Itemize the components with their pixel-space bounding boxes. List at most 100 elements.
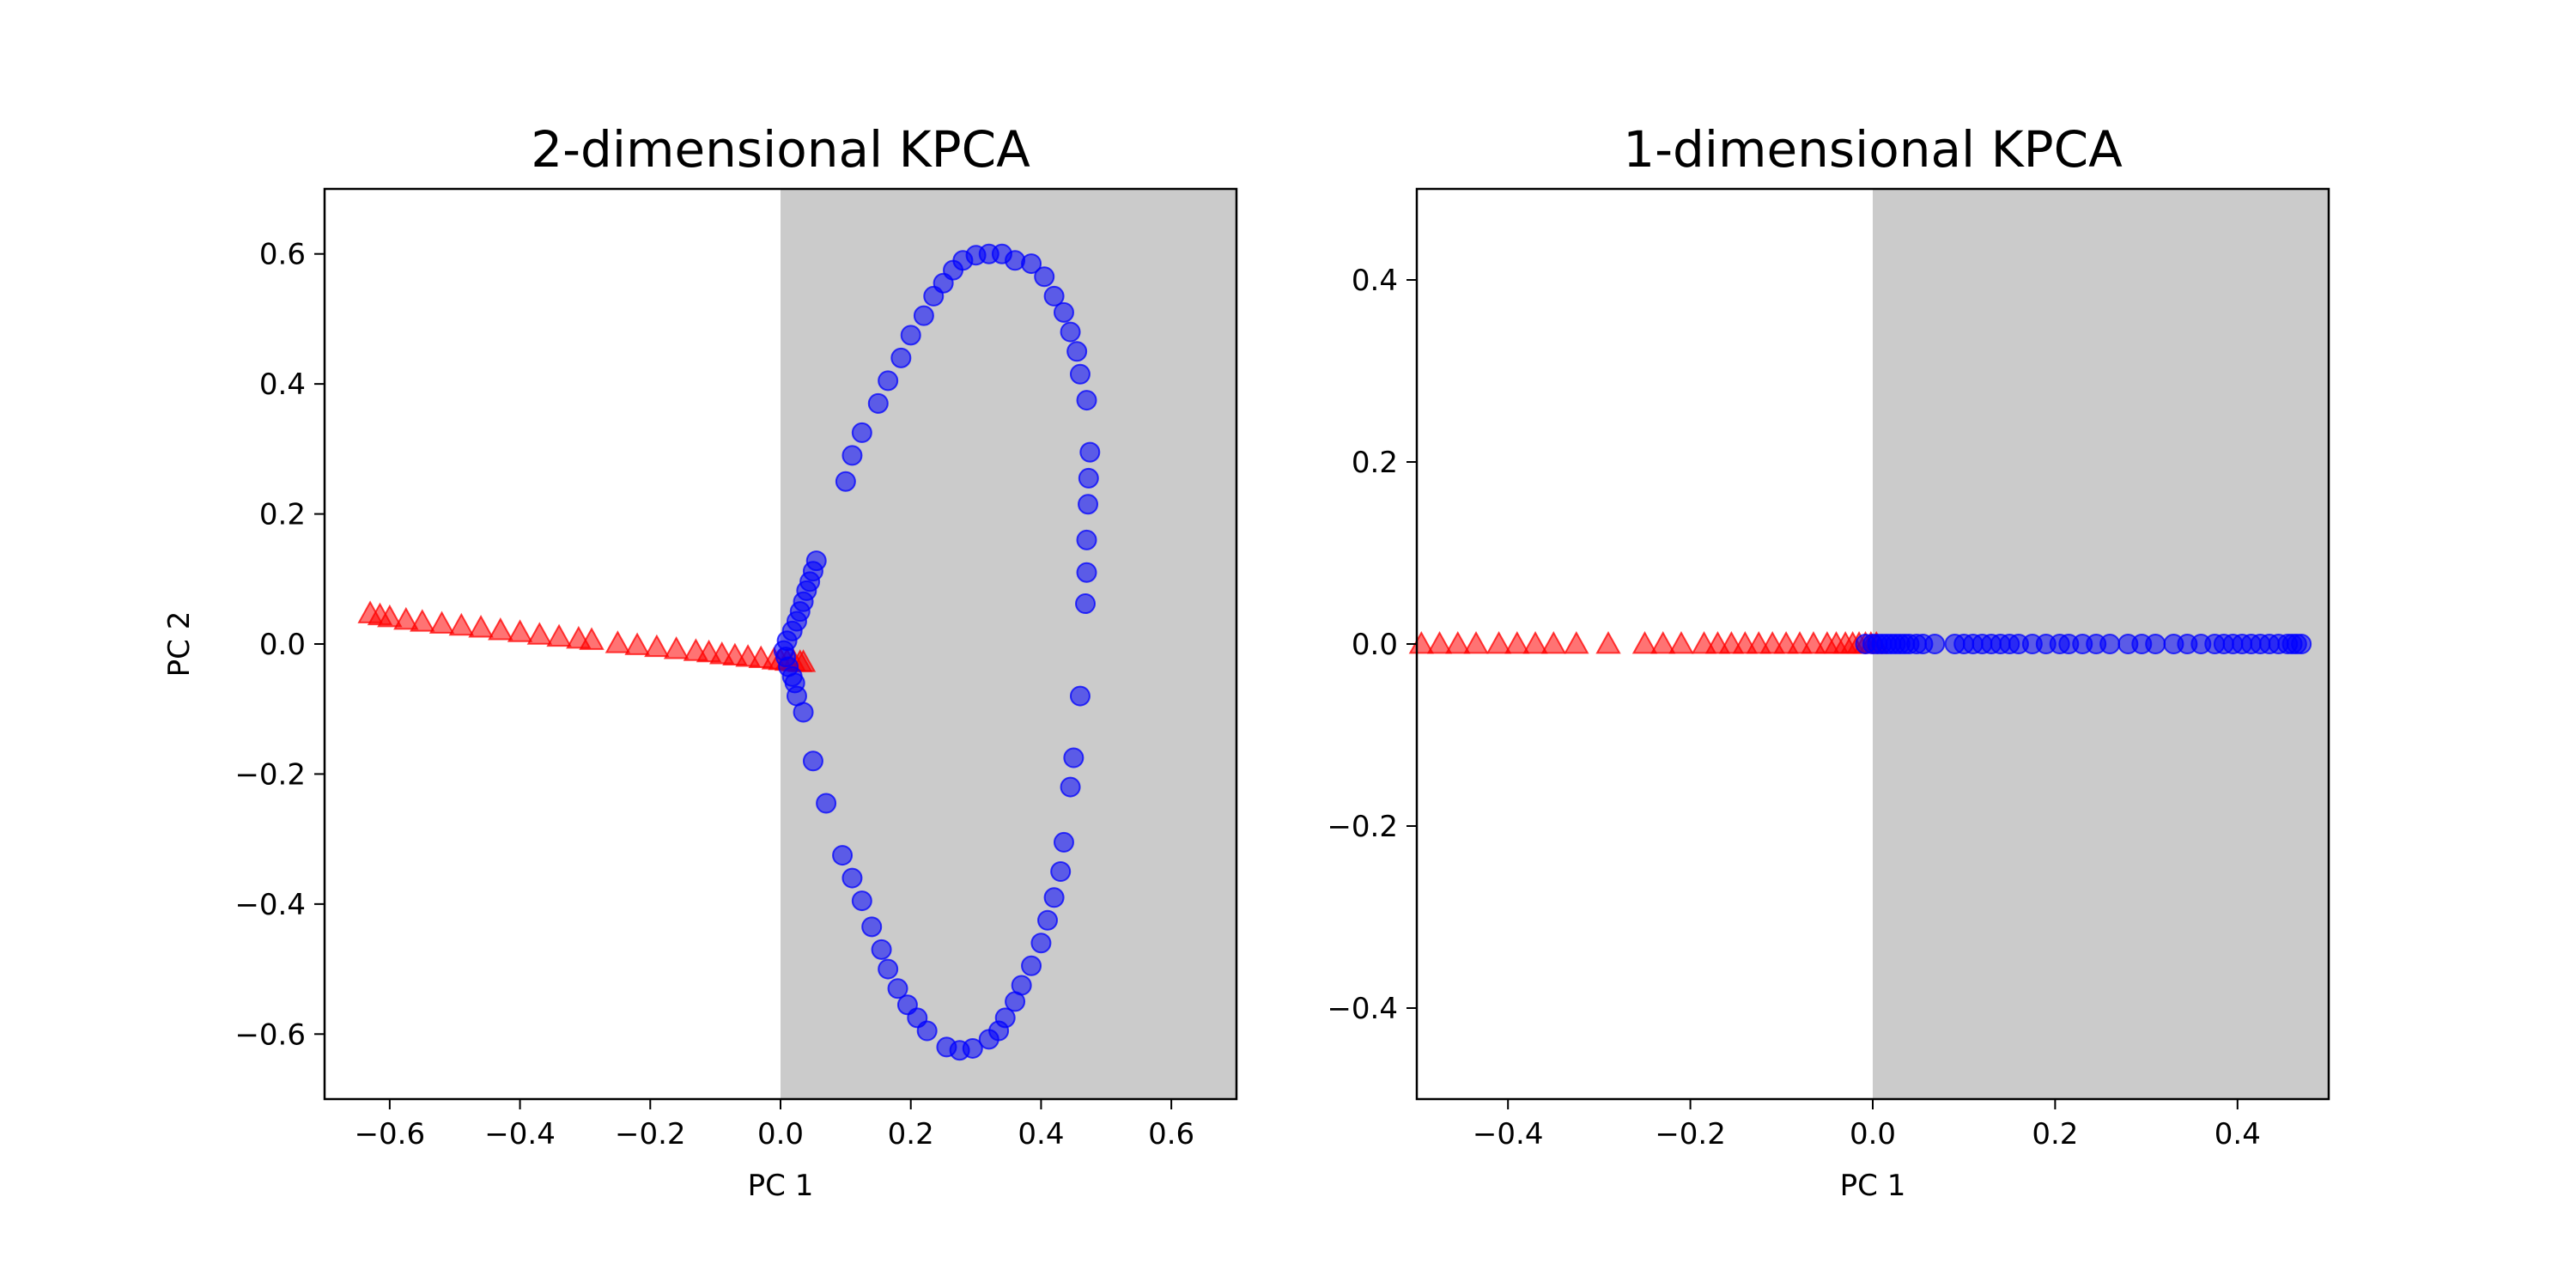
circle-point xyxy=(1034,266,1055,288)
x-axis-label: PC 1 xyxy=(1840,1169,1906,1203)
circle-point xyxy=(1030,933,1052,954)
circle-point xyxy=(851,422,872,443)
circle-point xyxy=(1075,593,1097,615)
circle-point xyxy=(1076,562,1097,583)
circle-point xyxy=(1076,390,1097,411)
chart-title: 1-dimensional KPCA xyxy=(1623,120,2123,179)
circle-point xyxy=(2099,634,2121,654)
circle-point xyxy=(835,471,856,492)
y-tick-label: 0.2 xyxy=(1352,446,1398,480)
chart-title: 2-dimensional KPCA xyxy=(531,120,1030,179)
triangle-point xyxy=(507,619,533,642)
x-tick-label: −0.2 xyxy=(615,1117,686,1151)
triangle-point xyxy=(644,634,670,658)
circle-point xyxy=(841,445,863,466)
circle-point xyxy=(2291,634,2312,654)
kpca-1d-panel: −0.4 −0.2 0.0 0.2 0.4 0.4 0.2 0.0 −0.2 −0.4 1-dime… xyxy=(1327,120,2330,1203)
circle-point xyxy=(887,978,908,999)
triangle-point xyxy=(663,635,690,659)
x-tick-label: 0.4 xyxy=(1018,1117,1064,1151)
circle-point xyxy=(1069,685,1091,707)
triangle-point xyxy=(393,606,419,630)
y-tick-label: −0.4 xyxy=(1327,992,1398,1026)
circle-point xyxy=(1924,634,1946,654)
circle-point xyxy=(1050,861,1072,882)
circle-point xyxy=(1011,975,1032,996)
circle-point xyxy=(841,867,863,889)
circle-point xyxy=(851,890,872,912)
triangle-point xyxy=(488,617,513,641)
triangle-point xyxy=(624,632,650,655)
circle-point xyxy=(878,958,899,980)
circle-point xyxy=(867,392,889,414)
circle-point xyxy=(1021,955,1042,976)
circle-point xyxy=(1078,494,1099,515)
circle-point xyxy=(1043,285,1065,307)
circle-point xyxy=(1021,253,1042,275)
circle-point xyxy=(890,347,912,368)
y-tick-label: 0.4 xyxy=(259,368,306,402)
triangle-point xyxy=(1595,630,1621,654)
circle-point xyxy=(923,285,945,307)
circle-point xyxy=(1069,363,1091,385)
kpca-2d-panel: −0.6 −0.4 −0.2 0.0 0.2 0.4 0.6 0.6 0.4 0.2 0.0 −0.2… xyxy=(162,120,1238,1203)
x-tick-label: 0.2 xyxy=(888,1117,934,1151)
circle-point xyxy=(793,702,814,723)
x-tick-label: 0.0 xyxy=(757,1117,804,1151)
y-tick-label: 0.0 xyxy=(259,628,306,662)
x-tick-label: −0.6 xyxy=(355,1117,426,1151)
triangle-point xyxy=(1485,630,1512,654)
x-tick-label: −0.2 xyxy=(1655,1117,1726,1151)
x-tick-label: −0.4 xyxy=(484,1117,556,1151)
y-tick-label: −0.2 xyxy=(1327,810,1398,844)
circle-point xyxy=(802,750,823,772)
triangle-point xyxy=(1445,630,1471,654)
circle-point xyxy=(1053,301,1074,323)
circle-point xyxy=(861,916,883,938)
circle-point xyxy=(913,305,934,326)
triangle-point xyxy=(579,627,605,650)
triangle-point xyxy=(448,612,474,636)
triangle-point xyxy=(546,623,572,647)
circle-point xyxy=(816,793,837,814)
x-tick-label: 0.0 xyxy=(1850,1117,1896,1151)
triangle-point xyxy=(1426,630,1453,654)
circle-point xyxy=(832,845,854,866)
circle-point xyxy=(2145,634,2166,654)
y-tick-label: −0.2 xyxy=(234,757,306,792)
circle-point xyxy=(1037,909,1059,931)
circle-point xyxy=(1063,747,1084,769)
shaded-region xyxy=(781,189,1236,1099)
circle-point xyxy=(1079,441,1101,463)
triangle-point xyxy=(1463,630,1489,654)
x-tick-label: 0.6 xyxy=(1148,1117,1194,1151)
circle-point xyxy=(900,325,921,346)
triangle-point xyxy=(410,609,435,632)
circle-point xyxy=(1078,467,1099,489)
circle-point xyxy=(871,939,892,960)
triangle-point xyxy=(1522,630,1548,654)
circle-point xyxy=(1060,776,1081,798)
x-axis-label: PC 1 xyxy=(748,1169,814,1203)
circle-point xyxy=(1066,341,1088,362)
y-axis-label: PC 2 xyxy=(162,611,197,677)
triangle-point xyxy=(1668,630,1694,654)
x-tick-label: −0.4 xyxy=(1473,1117,1544,1151)
circle-point xyxy=(962,1037,983,1059)
triangle-point xyxy=(1504,630,1530,654)
triangle-point xyxy=(377,604,403,628)
triangle-point xyxy=(1631,630,1658,654)
data-points xyxy=(1408,630,2312,654)
y-tick-label: 0.6 xyxy=(259,238,306,272)
y-tick-label: −0.4 xyxy=(234,888,306,922)
circle-point xyxy=(1043,887,1065,908)
y-tick-label: 0.4 xyxy=(1352,264,1398,298)
triangle-point xyxy=(1650,630,1676,654)
circle-point xyxy=(1053,831,1074,853)
circle-point xyxy=(994,1007,1016,1029)
y-tick-label: 0.0 xyxy=(1352,628,1398,662)
x-tick-label: 0.2 xyxy=(2032,1117,2078,1151)
triangle-point xyxy=(428,611,455,634)
triangle-point xyxy=(1540,630,1566,654)
